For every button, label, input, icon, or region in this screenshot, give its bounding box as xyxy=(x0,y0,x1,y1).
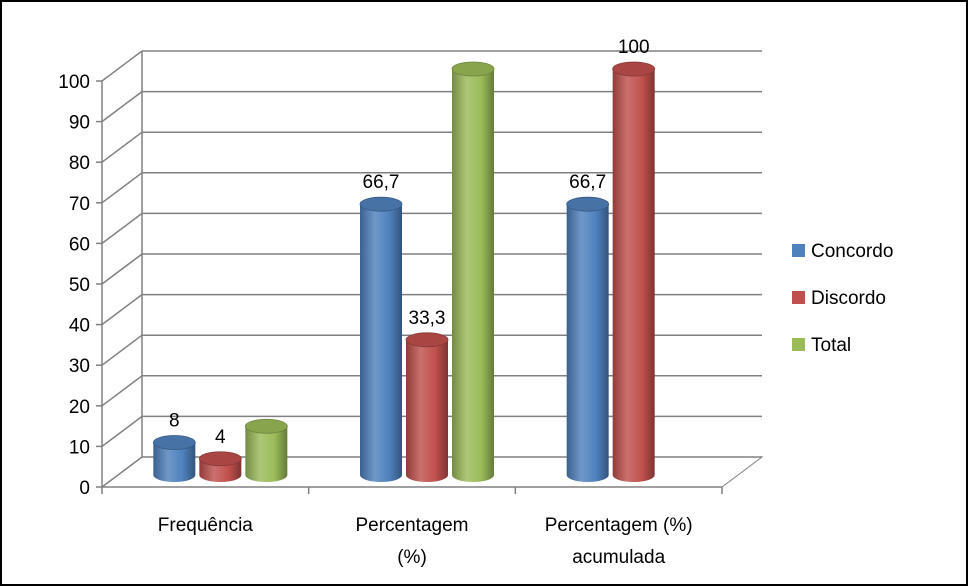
bar xyxy=(405,332,449,482)
x-category-label: Frequência xyxy=(158,515,253,536)
y-tick-label: 70 xyxy=(69,194,90,215)
y-tick-label: 80 xyxy=(69,153,90,174)
y-tick-label: 50 xyxy=(69,275,90,296)
data-label: 100 xyxy=(618,37,650,58)
gridline xyxy=(101,50,762,82)
bar xyxy=(198,451,242,483)
y-tick-label: 0 xyxy=(79,478,90,499)
bars xyxy=(152,61,656,483)
data-label: 8 xyxy=(169,411,180,432)
data-label: 66,7 xyxy=(569,172,606,193)
legend-label: Discordo xyxy=(811,288,886,309)
legend-swatch xyxy=(792,244,805,257)
y-tick-label: 100 xyxy=(58,72,90,93)
legend-item: Discordo xyxy=(792,288,886,309)
legend-label: Concordo xyxy=(811,241,893,262)
legend-item: Total xyxy=(792,335,851,356)
bar xyxy=(566,196,610,483)
data-labels: 8 4 66,7 33,3 66,7 100 xyxy=(169,37,649,448)
data-label: 66,7 xyxy=(363,172,400,193)
axes xyxy=(96,51,723,494)
legend: Concordo Discordo Total xyxy=(792,241,893,356)
x-category-label: Percentagem (%) acumulada xyxy=(545,515,693,568)
legend-label: Total xyxy=(811,335,851,356)
y-tick-label: 10 xyxy=(69,437,90,458)
y-tick-label: 90 xyxy=(69,113,90,134)
y-tick-label: 40 xyxy=(69,316,90,337)
bar xyxy=(451,61,495,482)
bar xyxy=(612,61,656,483)
legend-swatch xyxy=(792,291,805,304)
y-axis-ticks: 0 10 20 30 40 50 60 70 80 90 100 xyxy=(58,72,90,499)
y-tick-label: 60 xyxy=(69,234,90,255)
legend-swatch xyxy=(792,338,805,351)
legend-item: Concordo xyxy=(792,241,893,262)
bar xyxy=(152,435,196,483)
bar xyxy=(359,196,403,482)
y-tick-label: 20 xyxy=(69,397,90,418)
data-label: 33,3 xyxy=(409,308,446,329)
x-axis-categories: Frequência Percentagem (%) Percentagem (%) a… xyxy=(158,515,693,568)
data-label: 4 xyxy=(215,427,226,448)
y-tick-label: 30 xyxy=(69,356,90,377)
bar xyxy=(244,418,288,482)
x-category-label: Percentagem (%) xyxy=(355,515,468,568)
